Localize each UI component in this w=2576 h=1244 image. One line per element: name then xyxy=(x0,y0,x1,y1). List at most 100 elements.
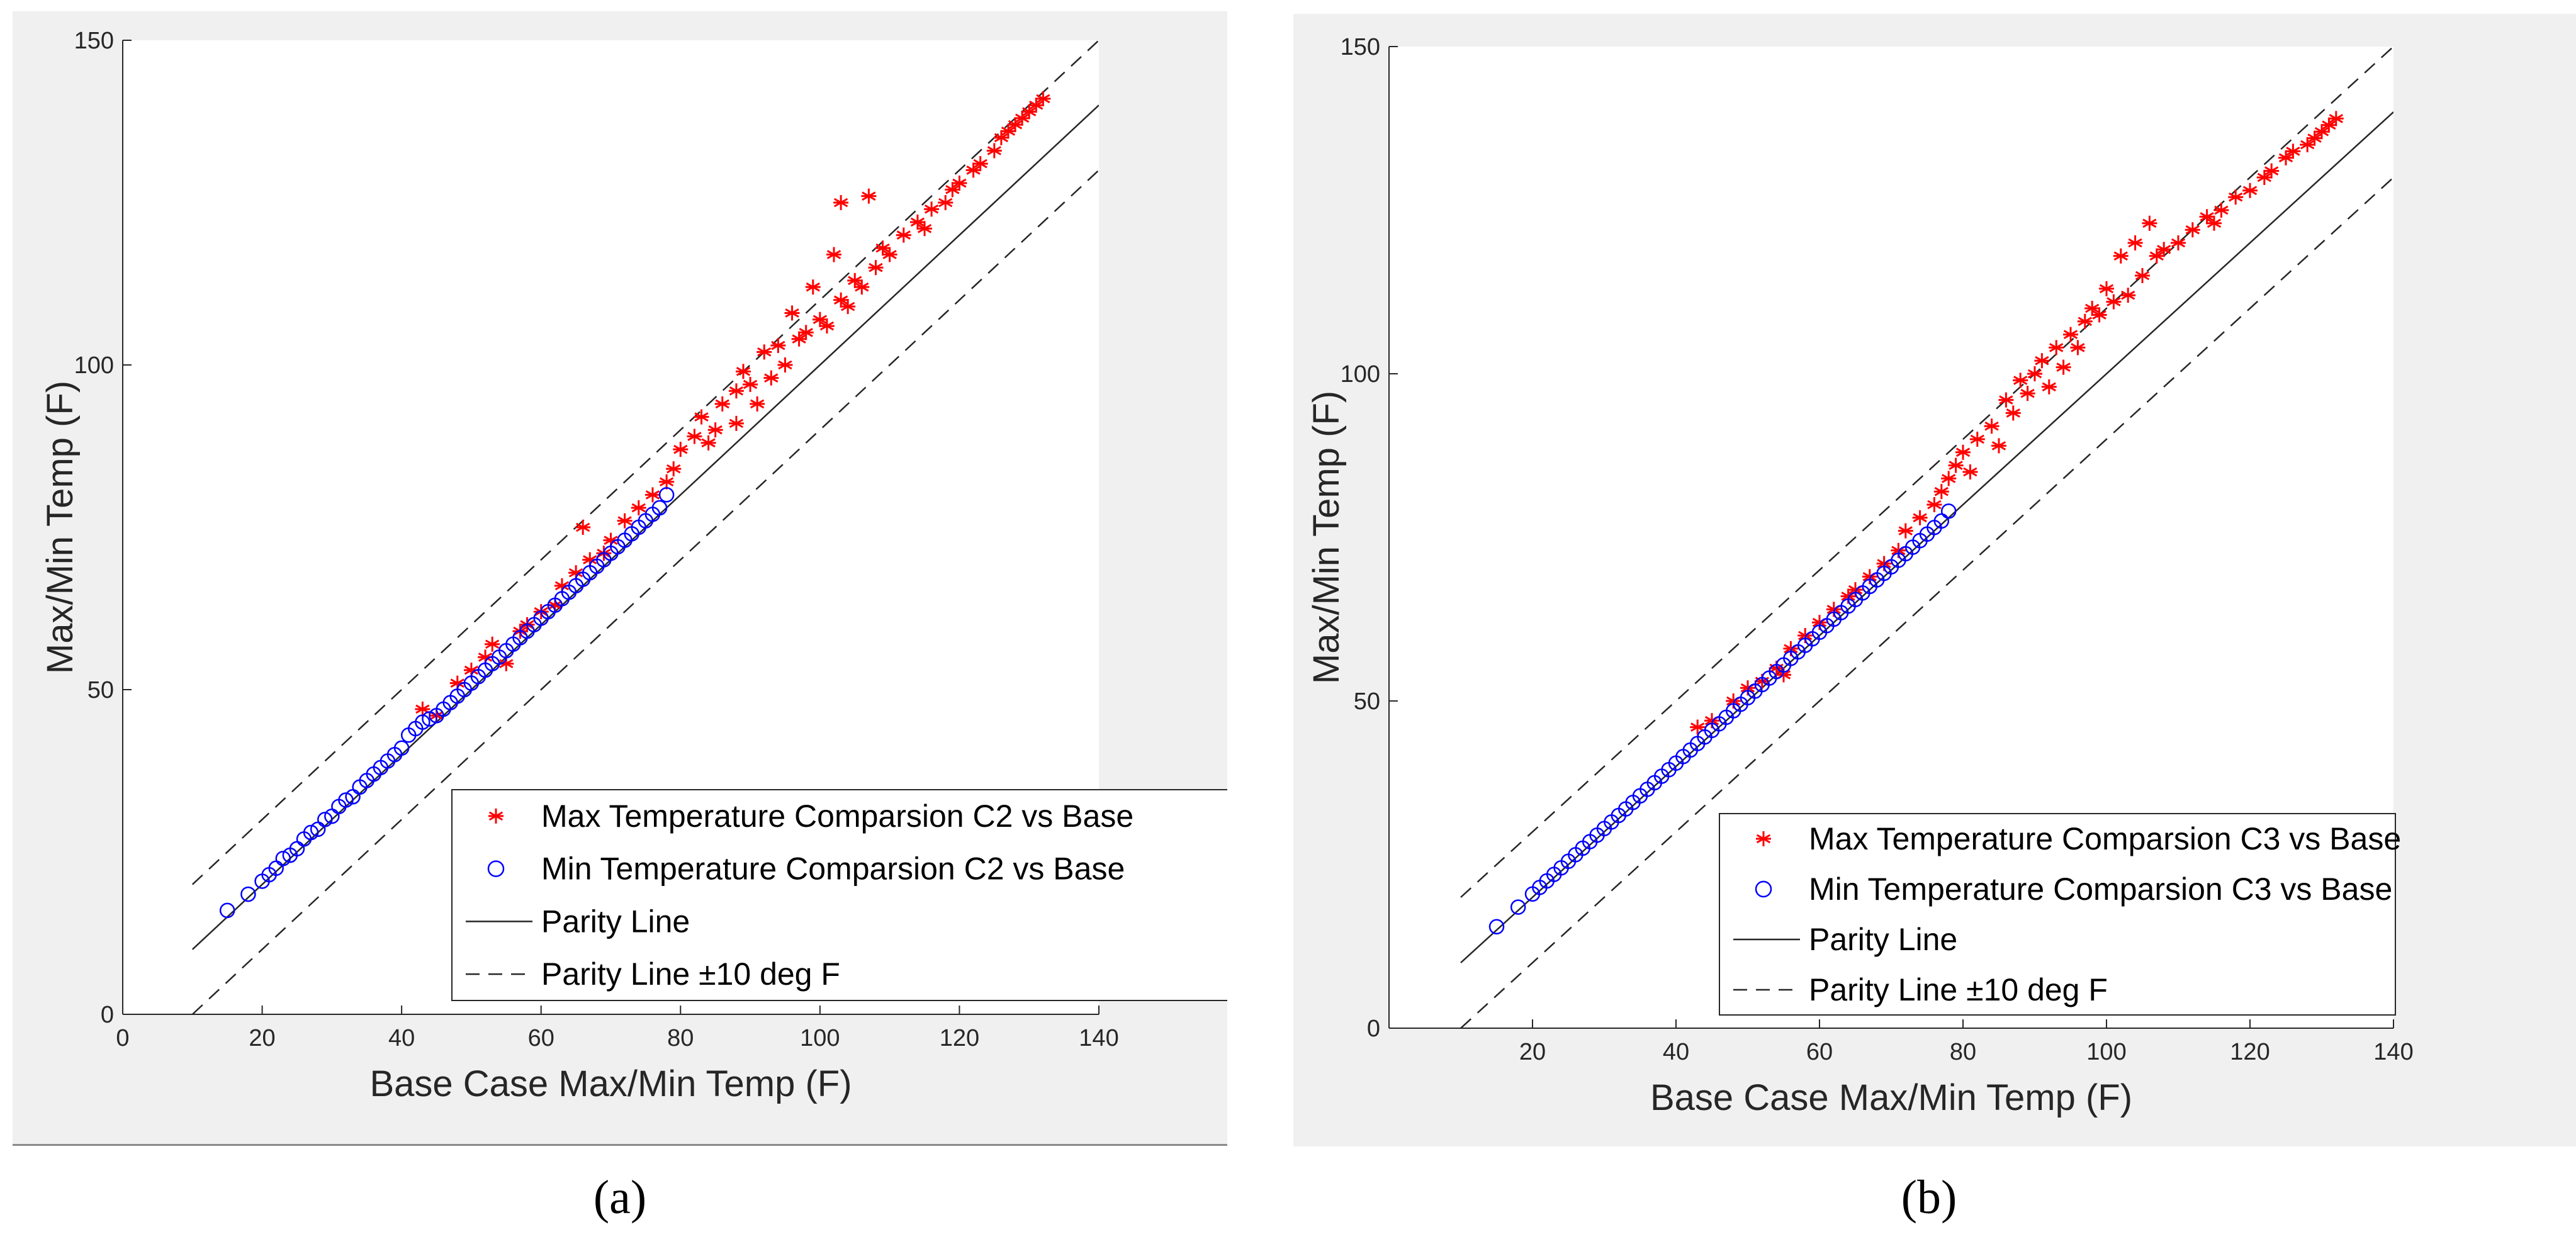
min-temp-point xyxy=(1510,899,1526,915)
max-temp-point xyxy=(617,513,633,529)
x-axis-label: Base Case Max/Min Temp (F) xyxy=(1650,1077,2132,1118)
max-temp-point xyxy=(847,272,863,288)
min-temp-point xyxy=(1933,513,1950,529)
legend-min-marker xyxy=(1755,880,1772,898)
max-temp-point xyxy=(1933,484,1949,500)
max-temp-point xyxy=(2242,182,2258,198)
legend-box xyxy=(1719,813,2396,1016)
max-temp-point xyxy=(2020,386,2035,401)
min-temp-point xyxy=(240,886,256,902)
max-temp-point xyxy=(1955,444,1971,460)
max-temp-point xyxy=(965,162,981,178)
max-temp-point xyxy=(938,195,953,210)
max-temp-point xyxy=(2120,288,2136,303)
max-temp-point xyxy=(812,311,828,327)
max-temp-point xyxy=(2084,301,2100,316)
parity-band-line xyxy=(191,169,1099,1014)
max-temp-point xyxy=(2106,294,2122,310)
max-temp-point xyxy=(2135,268,2150,283)
max-temp-point xyxy=(1984,418,1999,434)
x-tick-label: 80 xyxy=(667,1025,694,1051)
max-temp-point xyxy=(2091,307,2107,323)
max-temp-point xyxy=(805,279,821,295)
max-temp-point xyxy=(2328,111,2344,126)
min-temp-point xyxy=(393,740,410,756)
legend-label: Min Temperature Comparsion C3 vs Base xyxy=(1809,871,2392,907)
max-temp-point xyxy=(909,214,925,230)
max-temp-point xyxy=(833,292,849,308)
legend-label: Parity Line xyxy=(1809,922,1957,957)
max-temp-point xyxy=(2056,359,2071,375)
y-axis-label: Max/Min Temp (F) xyxy=(40,381,81,674)
max-temp-point xyxy=(2256,170,2272,185)
parity-band-line xyxy=(1460,177,2393,1028)
max-temp-point xyxy=(2005,405,2021,421)
x-tick-label: 140 xyxy=(1079,1025,1118,1051)
caption-b: (b) xyxy=(1901,1171,1957,1224)
max-temp-point xyxy=(700,435,716,451)
max-temp-point xyxy=(728,415,744,431)
max-temp-point xyxy=(2099,281,2114,296)
x-tick-label: 40 xyxy=(388,1025,415,1051)
caption-a: (a) xyxy=(593,1171,647,1224)
x-tick-label: 100 xyxy=(2086,1039,2126,1065)
max-temp-point xyxy=(485,636,500,652)
x-tick-label: 140 xyxy=(2373,1039,2413,1065)
max-temp-point xyxy=(2199,209,2215,225)
max-temp-point xyxy=(2063,327,2078,342)
max-temp-point xyxy=(798,325,814,340)
x-tick-label: 120 xyxy=(2230,1039,2269,1065)
max-temp-point xyxy=(1991,438,2006,454)
max-temp-point xyxy=(924,201,940,217)
min-temp-point xyxy=(275,851,291,866)
max-temp-point xyxy=(819,318,835,334)
max-temp-point xyxy=(2185,222,2200,238)
max-temp-point xyxy=(2149,248,2164,264)
max-temp-point xyxy=(707,422,723,438)
min-temp-point xyxy=(415,714,430,730)
max-temp-point xyxy=(1948,457,1964,473)
max-temp-point xyxy=(498,656,514,671)
max-temp-point xyxy=(2127,235,2143,250)
max-temp-point xyxy=(945,182,960,198)
max-temp-point xyxy=(1941,471,1957,486)
max-temp-point xyxy=(2077,313,2093,329)
max-temp-point xyxy=(763,370,779,386)
max-temp-point xyxy=(2300,137,2315,152)
max-temp-point xyxy=(826,247,842,262)
max-temp-point xyxy=(986,143,1002,159)
min-temp-point xyxy=(658,487,675,503)
legend-max-marker xyxy=(488,808,503,824)
max-temp-point xyxy=(575,520,591,535)
max-temp-point xyxy=(1021,104,1037,120)
max-temp-point xyxy=(743,376,758,392)
min-temp-point xyxy=(651,500,668,516)
y-tick-label: 50 xyxy=(87,677,114,703)
legend-max-marker xyxy=(1756,831,1771,846)
max-temp-point xyxy=(972,156,988,172)
max-temp-point xyxy=(735,364,751,379)
max-temp-point xyxy=(659,474,675,490)
max-temp-point xyxy=(666,461,682,477)
max-temp-point xyxy=(770,338,786,354)
max-temp-point xyxy=(644,487,660,503)
max-temp-point xyxy=(694,409,709,425)
max-temp-point xyxy=(2213,203,2229,218)
max-temp-point xyxy=(2307,130,2322,146)
min-temp-point xyxy=(1488,919,1505,935)
max-temp-point xyxy=(687,429,702,444)
parity-band-line xyxy=(1460,47,2393,898)
max-temp-point xyxy=(854,279,870,295)
max-temp-point xyxy=(882,247,897,262)
max-temp-point xyxy=(728,383,744,399)
max-temp-point xyxy=(993,130,1009,145)
plot-content xyxy=(1460,47,2393,1028)
max-temp-point xyxy=(1028,98,1044,113)
y-tick-label: 100 xyxy=(1341,361,1380,388)
max-temp-point xyxy=(833,195,849,210)
max-temp-point xyxy=(777,357,793,373)
y-tick-label: 0 xyxy=(101,1002,114,1028)
max-temp-point xyxy=(861,188,877,204)
max-temp-point xyxy=(1998,392,2014,408)
max-temp-point xyxy=(2321,117,2337,133)
